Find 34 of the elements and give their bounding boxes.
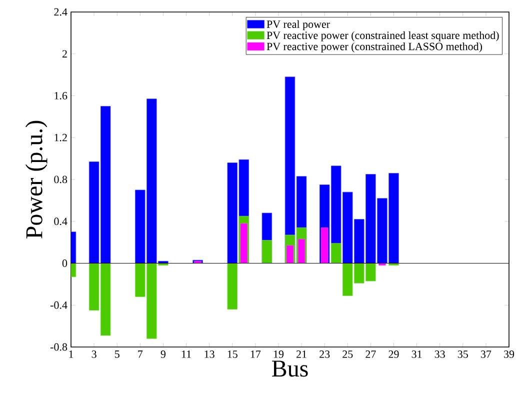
x-tick-label: 19 — [274, 350, 284, 358]
y-tick-label: 2.4 — [54, 8, 68, 16]
y-tick-label: -0.8 — [50, 343, 68, 351]
x-tick-label: 37 — [480, 350, 492, 358]
y-tick-label: -0.4 — [50, 301, 68, 309]
x-tick-label: 5 — [114, 350, 120, 358]
x-tick-label: 1 — [69, 350, 74, 358]
y-axis-title: Power (p.u.) — [25, 120, 48, 238]
legend-label: PV real power — [266, 20, 330, 30]
y-tick-label: 0 — [62, 260, 68, 267]
x-tick-label: 15 — [228, 350, 238, 358]
legend-label: PV reactive power (constrained LASSO method) — [266, 42, 482, 52]
legend-label: PV reactive power (constrained least square method) — [266, 31, 499, 42]
x-tick-label: 13 — [204, 350, 214, 358]
x-tick-label: 29 — [388, 350, 399, 358]
x-tick-label: 39 — [504, 350, 514, 358]
x-tick-label: 35 — [458, 350, 468, 358]
x-tick-label: 27 — [366, 350, 376, 358]
x-tick-label: 3 — [92, 350, 96, 358]
y-tick-label: 1.2 — [54, 134, 67, 142]
y-tick-label: 1.6 — [54, 92, 68, 100]
x-tick-label: 17 — [250, 350, 261, 358]
x-tick-label: 25 — [342, 350, 353, 358]
y-tick-label: 0.4 — [54, 218, 68, 226]
y-tick-label: 2 — [62, 50, 67, 58]
x-tick-label: 9 — [160, 350, 166, 358]
x-tick-label: 23 — [320, 350, 330, 358]
x-tick-label: 31 — [412, 350, 422, 358]
x-tick-label: 11 — [182, 350, 191, 358]
x-tick-label: 7 — [138, 350, 143, 358]
x-tick-label: 33 — [434, 350, 445, 358]
y-tick-label: 0.8 — [54, 176, 68, 184]
x-tick-label: 21 — [296, 350, 306, 358]
x-axis-title: Bus — [272, 360, 308, 377]
